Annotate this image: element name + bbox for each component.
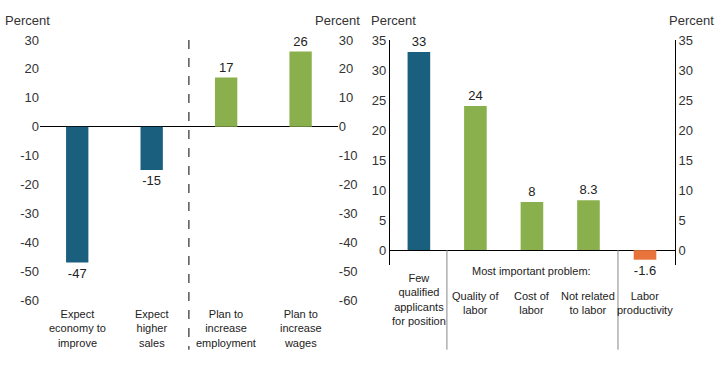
- svg-text:Plan toincreaseemployment: Plan toincreaseemployment: [196, 308, 256, 349]
- svg-text:-15: -15: [142, 173, 161, 188]
- svg-text:0: 0: [379, 243, 386, 258]
- svg-text:20: 20: [372, 123, 386, 138]
- svg-text:35: 35: [679, 33, 693, 48]
- svg-text:-40: -40: [339, 235, 358, 250]
- svg-text:Plan toincreasewages: Plan toincreasewages: [280, 308, 322, 349]
- svg-text:10: 10: [339, 90, 353, 105]
- svg-text:Percent: Percent: [5, 13, 50, 28]
- svg-text:30: 30: [339, 33, 353, 48]
- svg-text:-60: -60: [339, 293, 358, 308]
- svg-text:10: 10: [372, 183, 386, 198]
- svg-text:25: 25: [372, 93, 386, 108]
- svg-text:-10: -10: [339, 148, 358, 163]
- svg-text:0: 0: [339, 119, 346, 134]
- svg-text:-10: -10: [20, 148, 39, 163]
- svg-text:-20: -20: [339, 177, 358, 192]
- svg-text:-1.6: -1.6: [634, 263, 656, 278]
- svg-text:20: 20: [679, 123, 693, 138]
- svg-text:Quality oflabor: Quality oflabor: [452, 290, 499, 316]
- svg-text:Cost oflabor: Cost oflabor: [514, 290, 550, 316]
- svg-text:-50: -50: [339, 264, 358, 279]
- svg-text:-20: -20: [20, 177, 39, 192]
- svg-text:Percent: Percent: [315, 13, 360, 28]
- svg-text:0: 0: [32, 119, 39, 134]
- svg-text:-40: -40: [20, 235, 39, 250]
- svg-text:Most important problem:: Most important problem:: [472, 265, 591, 277]
- svg-text:-47: -47: [68, 266, 87, 281]
- svg-text:8.3: 8.3: [579, 182, 597, 197]
- svg-text:26: 26: [293, 34, 307, 49]
- svg-text:-50: -50: [20, 264, 39, 279]
- svg-text:Not relatedto labor: Not relatedto labor: [561, 290, 615, 316]
- svg-text:30: 30: [679, 63, 693, 78]
- svg-text:15: 15: [372, 153, 386, 168]
- svg-text:33: 33: [412, 34, 426, 49]
- svg-text:-60: -60: [20, 293, 39, 308]
- svg-text:15: 15: [679, 153, 693, 168]
- svg-text:25: 25: [679, 93, 693, 108]
- svg-text:5: 5: [679, 213, 686, 228]
- svg-text:Percent: Percent: [669, 13, 714, 28]
- svg-text:20: 20: [25, 61, 39, 76]
- svg-text:-30: -30: [20, 206, 39, 221]
- svg-text:Laborproductivity: Laborproductivity: [617, 290, 673, 316]
- svg-text:10: 10: [25, 90, 39, 105]
- svg-text:35: 35: [372, 33, 386, 48]
- svg-text:24: 24: [468, 88, 482, 103]
- svg-text:5: 5: [379, 213, 386, 228]
- svg-text:Fewqualifiedapplicantsfor posi: Fewqualifiedapplicantsfor position: [392, 272, 446, 327]
- svg-text:10: 10: [679, 183, 693, 198]
- svg-text:17: 17: [219, 60, 233, 75]
- svg-text:30: 30: [372, 63, 386, 78]
- svg-text:0: 0: [679, 243, 686, 258]
- svg-text:-30: -30: [339, 206, 358, 221]
- svg-text:Expecteconomy toimprove: Expecteconomy toimprove: [49, 308, 106, 349]
- svg-text:8: 8: [528, 184, 535, 199]
- svg-text:30: 30: [25, 33, 39, 48]
- svg-text:Percent: Percent: [371, 13, 416, 28]
- svg-text:20: 20: [339, 61, 353, 76]
- svg-text:Expecthighersales: Expecthighersales: [135, 308, 169, 349]
